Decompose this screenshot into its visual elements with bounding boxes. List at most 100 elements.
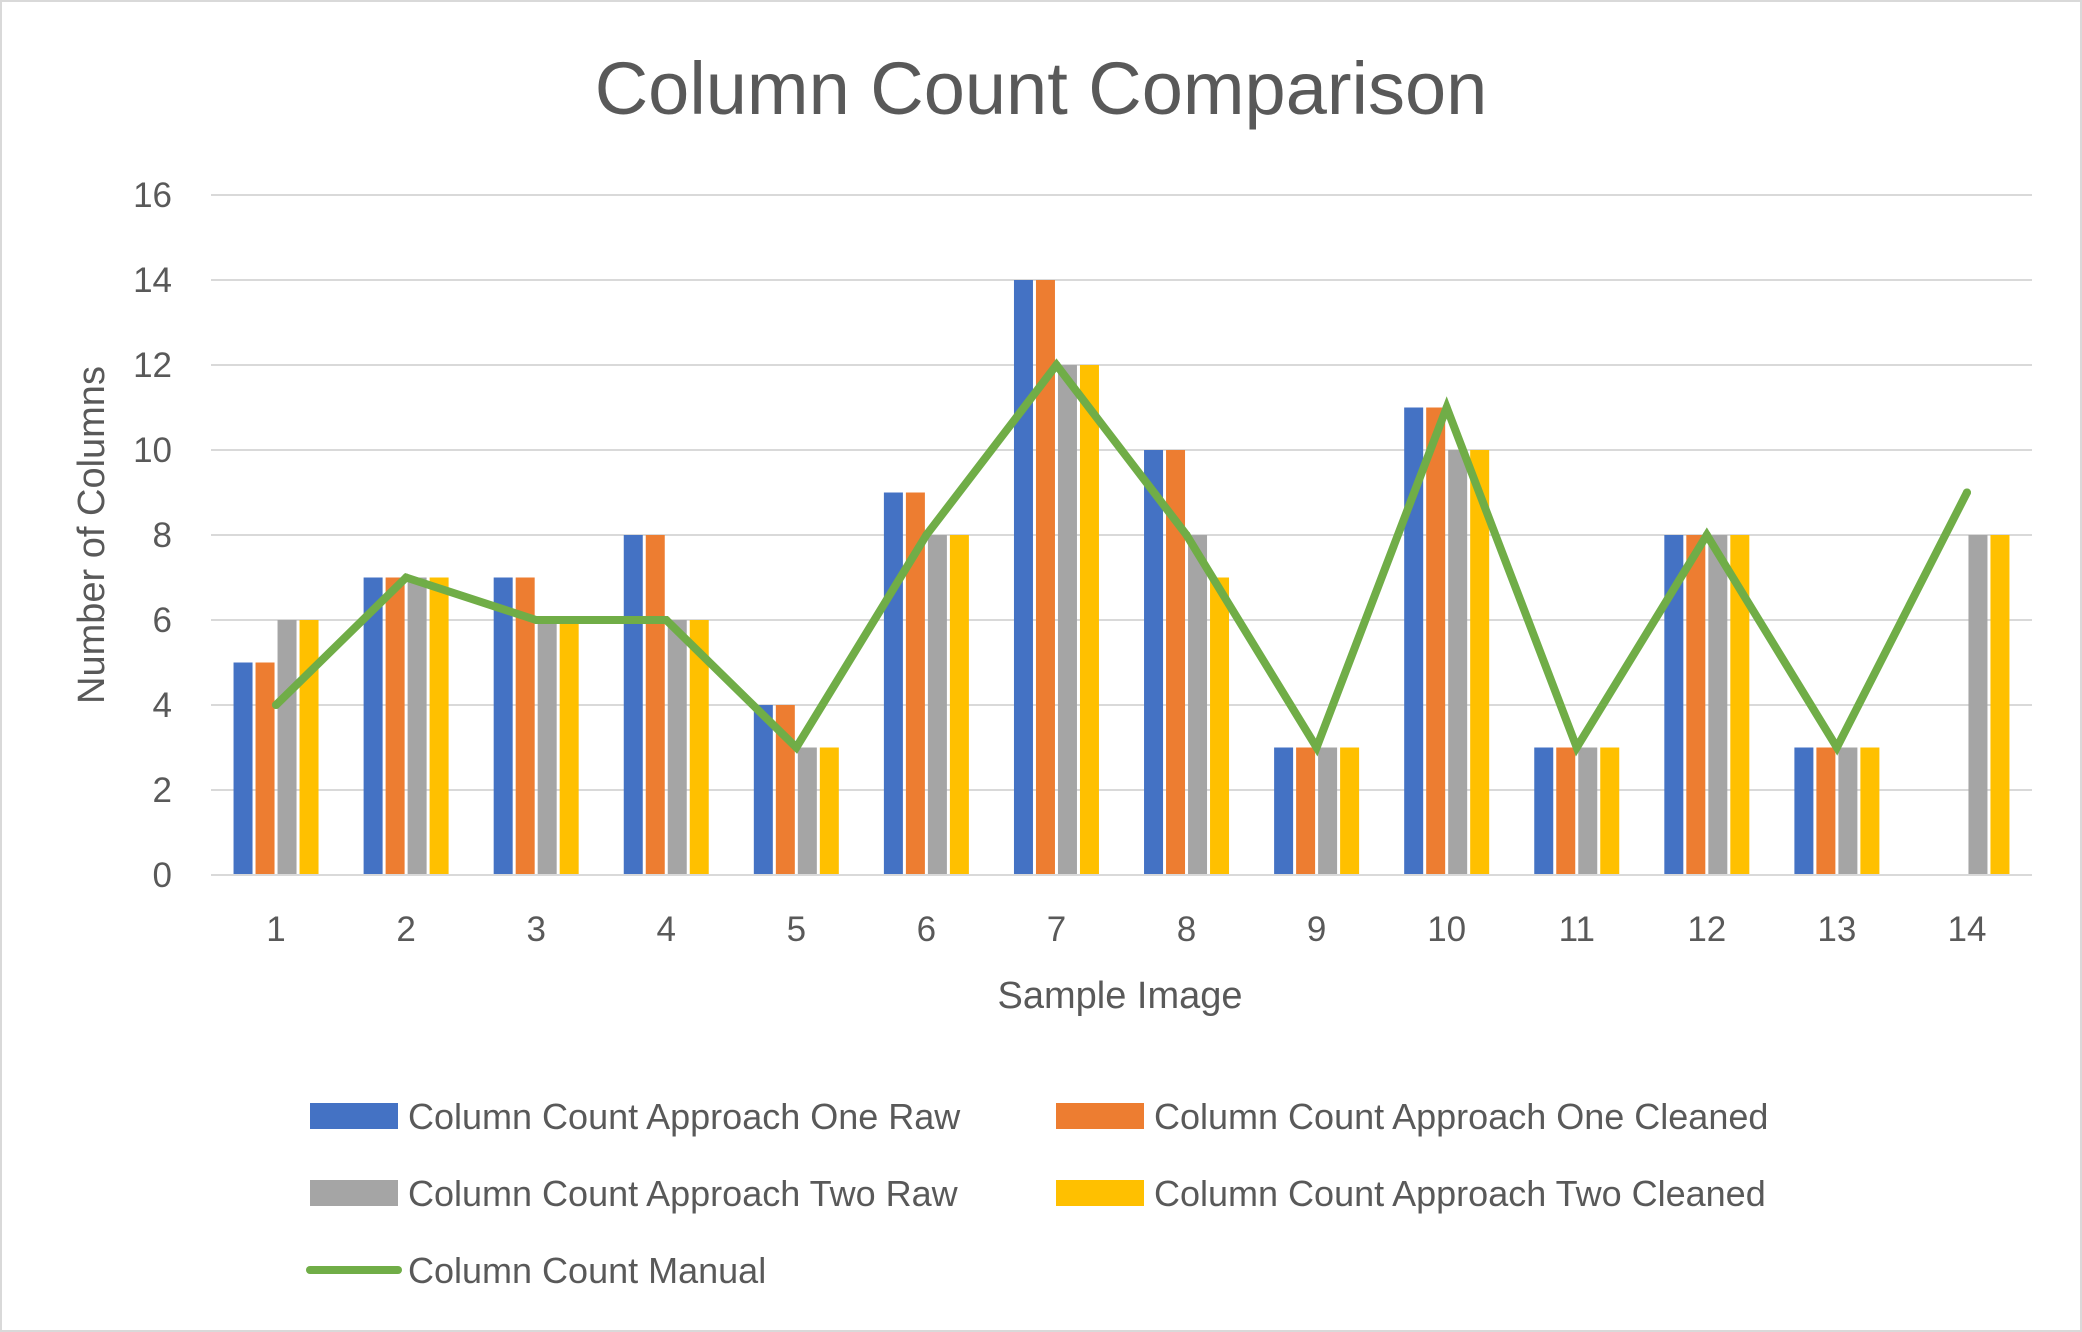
bar-column-count-approach-one-cleaned-12 — [1686, 535, 1706, 875]
x-tick-label: 11 — [1559, 910, 1595, 949]
legend-item-column-count-approach-one-cleaned: Column Count Approach One Cleaned — [1056, 1096, 1768, 1137]
bar-column-count-approach-one-raw-11 — [1534, 747, 1554, 875]
bar-column-count-approach-one-cleaned-10 — [1426, 407, 1446, 875]
bar-column-count-approach-one-raw-12 — [1664, 535, 1684, 875]
bar-column-count-approach-one-raw-4 — [623, 535, 643, 875]
line-point-11 — [1572, 743, 1581, 752]
bar-column-count-approach-two-cleaned-13 — [1860, 747, 1880, 875]
legend: Column Count Approach One Raw Column Coun… — [306, 1096, 1768, 1291]
bar-column-count-approach-one-cleaned-6 — [905, 492, 925, 875]
bar-column-count-approach-two-raw-1 — [277, 620, 297, 875]
legend-label: Column Count Approach One Cleaned — [1154, 1096, 1768, 1137]
line-point-12 — [1702, 531, 1711, 539]
bar-column-count-approach-one-raw-5 — [753, 705, 773, 875]
bar-column-count-approach-one-cleaned-9 — [1296, 747, 1316, 875]
legend-label: Column Count Approach Two Raw — [408, 1173, 959, 1214]
line-point-3 — [532, 616, 541, 624]
legend-label: Column Count Manual — [408, 1250, 766, 1291]
bar-column-count-approach-one-cleaned-3 — [515, 577, 535, 875]
bar-column-count-approach-one-raw-7 — [1013, 280, 1033, 875]
y-tick-label: 4 — [153, 686, 172, 725]
x-axis-title: Sample Image — [997, 975, 1242, 1017]
line-point-14 — [1962, 488, 1971, 497]
x-tick-label: 9 — [1307, 910, 1326, 949]
x-tick-label: 4 — [657, 910, 676, 949]
y-tick-label: 6 — [153, 601, 172, 640]
chart-title: Column Count Comparison — [595, 47, 1488, 130]
line-point-5 — [792, 743, 801, 752]
gridlines — [211, 194, 2032, 791]
line-point-10 — [1442, 403, 1451, 412]
bar-column-count-approach-two-cleaned-7 — [1079, 365, 1099, 875]
bar-column-count-approach-two-raw-14 — [1968, 535, 1988, 875]
bar-column-count-approach-one-cleaned-5 — [775, 705, 795, 875]
bar-column-count-approach-two-cleaned-1 — [299, 620, 319, 875]
bar-column-count-approach-one-raw-6 — [883, 492, 903, 875]
bar-column-count-approach-one-cleaned-13 — [1816, 747, 1836, 875]
x-tick-label: 2 — [396, 910, 415, 949]
bar-column-count-approach-two-raw-9 — [1318, 747, 1338, 875]
bar-column-count-approach-two-cleaned-8 — [1210, 577, 1230, 875]
bar-column-count-approach-one-raw-1 — [233, 662, 253, 875]
x-tick-label: 12 — [1687, 910, 1726, 949]
bar-column-count-approach-two-cleaned-2 — [429, 577, 449, 875]
bar-column-count-approach-one-cleaned-1 — [255, 662, 275, 875]
y-axis-title: Number of Columns — [71, 366, 113, 704]
legend-item-column-count-approach-two-cleaned: Column Count Approach Two Cleaned — [1056, 1173, 1766, 1214]
bar-column-count-approach-two-raw-2 — [407, 577, 427, 875]
bar-column-count-approach-two-cleaned-14 — [1990, 535, 2010, 875]
bar-column-count-approach-two-raw-6 — [927, 535, 947, 875]
legend-swatch — [1056, 1103, 1144, 1129]
bar-column-count-approach-one-cleaned-2 — [385, 577, 405, 875]
bar-column-count-approach-one-cleaned-4 — [645, 535, 665, 875]
line-point-8 — [1182, 531, 1191, 539]
bar-column-count-approach-two-raw-4 — [667, 620, 687, 875]
line-point-2 — [402, 573, 411, 582]
bar-column-count-approach-two-raw-11 — [1578, 747, 1598, 875]
bar-column-count-approach-two-cleaned-6 — [949, 535, 969, 875]
bar-column-count-approach-two-raw-8 — [1188, 535, 1208, 875]
y-tick-label: 0 — [153, 856, 172, 895]
x-tick-label: 6 — [917, 910, 936, 949]
y-tick-label: 14 — [133, 261, 172, 300]
line-column-count-manual — [272, 358, 1971, 757]
line-point-6 — [922, 531, 931, 539]
y-tick-label: 8 — [153, 516, 172, 555]
bar-column-count-approach-one-raw-9 — [1274, 747, 1294, 875]
x-tick-label: 1 — [266, 910, 285, 949]
x-tick-label: 10 — [1427, 910, 1466, 949]
bar-column-count-approach-one-cleaned-7 — [1035, 280, 1055, 875]
bar-column-count-approach-one-cleaned-11 — [1556, 747, 1576, 875]
bar-column-count-approach-two-cleaned-10 — [1470, 450, 1490, 875]
line-point-1 — [272, 701, 281, 709]
bar-column-count-approach-two-cleaned-5 — [819, 747, 839, 875]
bar-column-count-approach-one-cleaned-8 — [1166, 450, 1186, 875]
bars — [233, 280, 2010, 875]
x-tick-label: 13 — [1817, 910, 1856, 949]
bar-column-count-approach-one-raw-10 — [1404, 407, 1424, 875]
bar-column-count-approach-two-cleaned-4 — [689, 620, 709, 875]
x-tick-label: 5 — [787, 910, 806, 949]
line-point-7 — [1052, 361, 1061, 369]
bar-column-count-approach-one-raw-8 — [1144, 450, 1164, 875]
bar-column-count-approach-two-raw-7 — [1057, 365, 1077, 875]
bar-column-count-approach-two-raw-10 — [1448, 450, 1468, 875]
bar-column-count-approach-one-raw-2 — [363, 577, 383, 875]
x-tick-label: 7 — [1047, 910, 1066, 949]
line-point-4 — [662, 616, 671, 624]
legend-item-column-count-approach-one-raw: Column Count Approach One Raw — [310, 1096, 961, 1137]
y-tick-label: 16 — [133, 176, 172, 215]
legend-swatch — [1056, 1180, 1144, 1206]
bar-column-count-approach-two-cleaned-12 — [1730, 535, 1750, 875]
legend-swatch — [310, 1103, 398, 1129]
bar-column-count-approach-two-raw-5 — [797, 747, 817, 875]
bar-column-count-approach-one-raw-13 — [1794, 747, 1814, 875]
bar-column-count-approach-two-raw-12 — [1708, 535, 1728, 875]
legend-item-column-count-manual: Column Count Manual — [306, 1250, 766, 1291]
bar-column-count-approach-two-raw-3 — [537, 620, 557, 875]
y-tick-label: 10 — [133, 431, 172, 470]
line-point-9 — [1312, 743, 1321, 752]
legend-swatch — [310, 1180, 398, 1206]
